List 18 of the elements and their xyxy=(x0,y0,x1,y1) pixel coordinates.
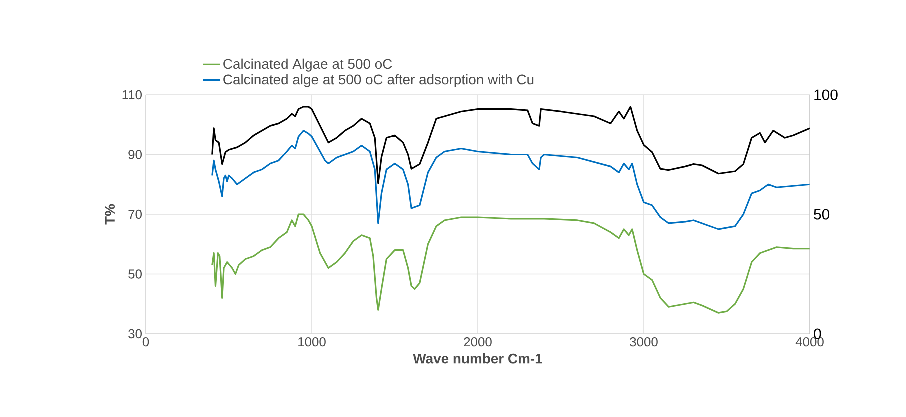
x-tick-label: 2000 xyxy=(464,338,492,347)
y2-tick-label: 0 xyxy=(814,328,822,340)
x-axis-title: Wave number Cm-1 xyxy=(413,354,542,364)
y2-tick-label: 100 xyxy=(814,90,838,100)
legend-label: Calcinated alge at 500 oC after adsorption with Cu xyxy=(224,74,534,88)
y-tick-label: 70 xyxy=(128,210,142,220)
y-tick-label: 50 xyxy=(128,270,142,279)
y-axis-title: T% xyxy=(105,204,115,225)
y-tick-label: 30 xyxy=(128,329,142,339)
y-tick-label: 110 xyxy=(122,90,142,100)
x-tick-label: 3000 xyxy=(630,338,658,347)
y2-tick-label: 50 xyxy=(814,209,830,220)
x-tick-label: 4000 xyxy=(796,338,824,347)
x-tick-label: 0 xyxy=(142,338,150,347)
legend-label: Calcinated Algae at 500 oC xyxy=(224,58,392,72)
y-tick-label: 90 xyxy=(128,150,142,160)
x-tick-label: 1000 xyxy=(298,338,326,347)
line-series xyxy=(212,214,810,314)
